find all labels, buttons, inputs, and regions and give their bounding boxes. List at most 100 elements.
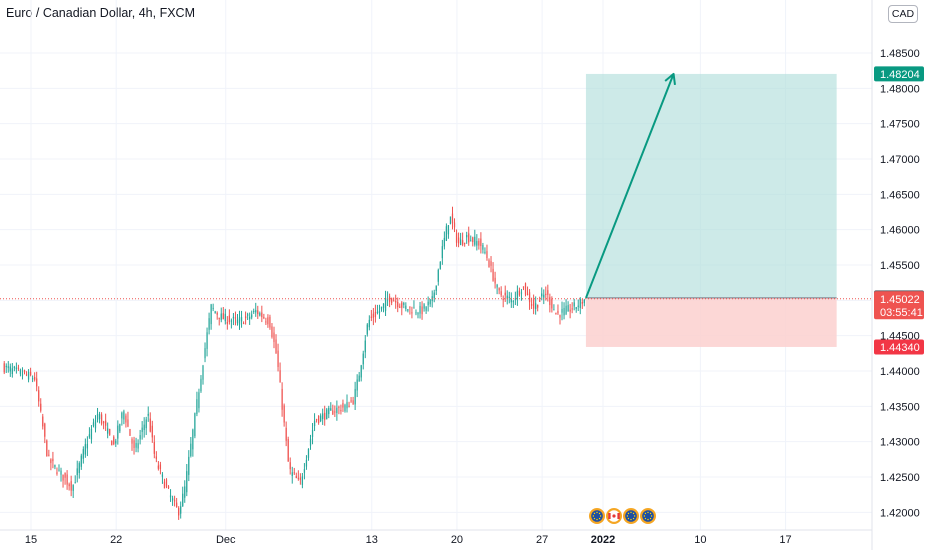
candle-body	[303, 469, 306, 473]
price-tick-label: 1.42500	[880, 472, 920, 484]
candle-body	[528, 292, 531, 303]
candle-body	[265, 321, 267, 323]
candle-body	[391, 298, 393, 303]
price-tick-label: 1.42000	[880, 507, 920, 519]
flag-star-icon	[633, 515, 636, 517]
candle-body	[581, 301, 583, 304]
take-profit-zone[interactable]	[585, 73, 837, 298]
candle-body	[220, 313, 222, 320]
events-bar[interactable]	[589, 508, 656, 524]
candle-body	[19, 369, 22, 375]
take-profit-badge[interactable]	[874, 66, 924, 82]
candle-body	[169, 495, 172, 498]
candle-body	[293, 472, 295, 474]
candle-body	[202, 365, 204, 380]
time-tick-label: 27	[536, 534, 548, 546]
candle-body	[516, 290, 519, 300]
candle-body	[295, 476, 297, 479]
candle-body	[246, 314, 249, 316]
candle-body	[42, 416, 44, 427]
candle-body	[397, 301, 399, 308]
candle-body	[378, 310, 381, 314]
candle-body	[190, 443, 192, 457]
flag-star-icon	[593, 512, 596, 515]
candle-body	[34, 377, 36, 380]
candle-body	[372, 313, 375, 318]
candle-body	[40, 403, 42, 411]
last-price-countdown: 03:55:41	[880, 307, 923, 319]
candle-body	[368, 319, 370, 328]
overlay[interactable]	[0, 72, 872, 300]
candle-body	[338, 406, 340, 408]
candle-body	[192, 429, 194, 450]
candles	[3, 206, 585, 520]
candle-body	[210, 304, 212, 325]
candle-body	[153, 442, 155, 454]
candle-body	[524, 283, 527, 295]
position-zones[interactable]	[585, 73, 837, 347]
candle-body	[563, 307, 565, 316]
candle-body	[242, 322, 245, 324]
candle-body	[395, 300, 397, 303]
candle-body	[129, 428, 131, 436]
candle-body	[401, 302, 403, 308]
candle-body	[464, 242, 466, 244]
flag-star-icon	[632, 512, 635, 515]
flag-star-icon	[598, 512, 601, 515]
candle-body	[417, 313, 419, 315]
candle-body	[484, 251, 486, 253]
price-tick-label: 1.43000	[880, 437, 920, 449]
candle-body	[119, 424, 121, 432]
candle-body	[121, 412, 123, 419]
flag-star-icon	[593, 517, 596, 520]
candle-body	[212, 307, 214, 309]
candle-body	[267, 317, 269, 325]
candle-body	[500, 291, 502, 296]
ca-flag-icon[interactable]	[606, 508, 622, 524]
candle-body	[340, 409, 342, 412]
candle-body	[25, 374, 28, 376]
candle-body	[583, 299, 585, 304]
candle-body	[3, 363, 5, 373]
candle-body	[277, 350, 279, 367]
candle-body	[407, 309, 409, 311]
candle-body	[332, 410, 334, 415]
candle-body	[403, 303, 405, 305]
price-tick-label: 1.44000	[880, 366, 920, 378]
last-price-badge[interactable]	[874, 291, 924, 320]
stop-loss-badge[interactable]	[874, 339, 924, 355]
eu-flag-icon[interactable]	[589, 508, 605, 524]
candle-body	[421, 306, 423, 315]
eu-flag-icon[interactable]	[640, 508, 656, 524]
candle-body	[198, 392, 200, 409]
eu-flag-icon[interactable]	[623, 508, 639, 524]
time-axis[interactable]: 15 22 Dec 13 20 27 2022 10 17	[0, 529, 872, 546]
last-price-label: 1.45022	[880, 294, 920, 306]
candle-body	[230, 320, 233, 322]
candle-body	[470, 240, 472, 242]
projection-arrow[interactable]	[585, 73, 675, 299]
price-tick-label: 1.47000	[880, 154, 920, 166]
candle-body	[405, 305, 407, 309]
stop-loss-zone[interactable]	[585, 297, 837, 347]
candle-body	[553, 309, 555, 311]
candle-body	[84, 444, 86, 455]
currency-button[interactable]: CAD	[888, 5, 918, 23]
price-axis[interactable]: 1.420001.425001.430001.435001.440001.445…	[871, 0, 924, 550]
candle-body	[263, 316, 265, 319]
candle-body	[23, 370, 26, 373]
candle-body	[48, 454, 50, 456]
candle-body	[5, 365, 7, 368]
candle-body	[498, 288, 500, 291]
candle-body	[255, 310, 257, 313]
candle-body	[125, 415, 127, 423]
time-tick-label: 15	[25, 534, 37, 546]
flag-star-icon	[643, 515, 646, 517]
candle-body	[535, 303, 537, 309]
time-tick-label: 20	[451, 534, 463, 546]
candle-body	[159, 464, 162, 469]
candle-body	[561, 308, 563, 313]
candle-body	[472, 237, 474, 243]
candle-body	[58, 469, 60, 471]
